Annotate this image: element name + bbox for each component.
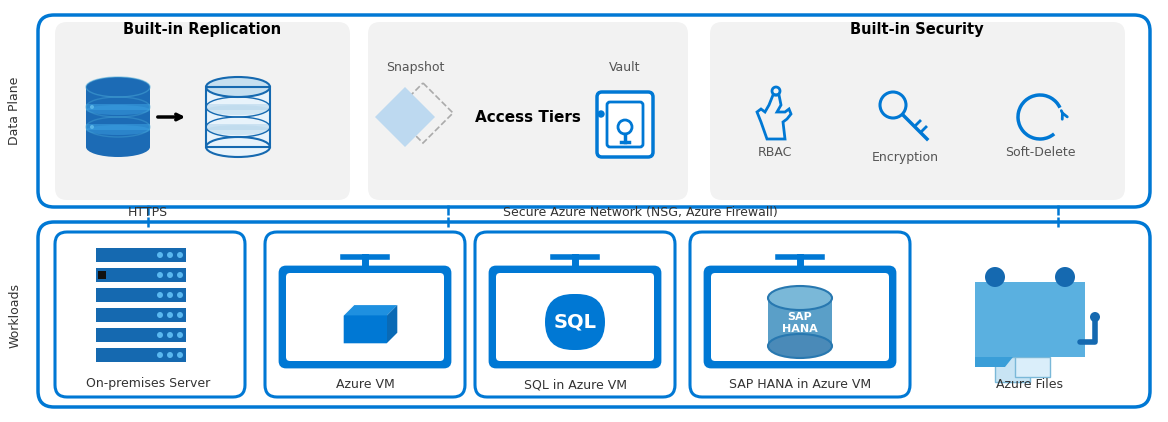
Circle shape xyxy=(157,272,164,278)
Text: Workloads: Workloads xyxy=(8,282,21,347)
Polygon shape xyxy=(1015,357,1050,377)
Bar xyxy=(96,248,186,262)
Polygon shape xyxy=(975,282,1085,357)
Text: RBAC: RBAC xyxy=(758,146,792,159)
Bar xyxy=(206,124,270,130)
Circle shape xyxy=(90,105,93,109)
Circle shape xyxy=(178,312,183,318)
FancyBboxPatch shape xyxy=(55,232,245,397)
Circle shape xyxy=(167,272,173,278)
Ellipse shape xyxy=(86,77,150,97)
Text: SQL in Azure VM: SQL in Azure VM xyxy=(523,379,626,392)
Polygon shape xyxy=(343,315,387,344)
Polygon shape xyxy=(375,87,434,147)
Circle shape xyxy=(598,111,604,117)
Ellipse shape xyxy=(86,125,150,135)
Text: HTTPS: HTTPS xyxy=(128,206,168,219)
Ellipse shape xyxy=(206,125,270,135)
FancyBboxPatch shape xyxy=(705,267,895,367)
Ellipse shape xyxy=(769,334,832,358)
Circle shape xyxy=(167,252,173,258)
FancyBboxPatch shape xyxy=(39,222,1150,407)
Text: HANA: HANA xyxy=(783,324,818,334)
Text: Encryption: Encryption xyxy=(871,151,939,163)
Circle shape xyxy=(1055,267,1075,287)
FancyBboxPatch shape xyxy=(491,267,660,367)
FancyBboxPatch shape xyxy=(286,273,444,361)
Text: Azure VM: Azure VM xyxy=(335,379,395,392)
Polygon shape xyxy=(995,357,1030,382)
Bar xyxy=(86,104,150,110)
Circle shape xyxy=(157,352,164,358)
Circle shape xyxy=(985,267,1004,287)
Text: SQL: SQL xyxy=(554,313,597,332)
FancyBboxPatch shape xyxy=(710,22,1125,200)
Text: Secure Azure Network (NSG, Azure Firewall): Secure Azure Network (NSG, Azure Firewal… xyxy=(502,206,778,219)
Text: Azure Files: Azure Files xyxy=(996,378,1064,390)
Text: Built-in Replication: Built-in Replication xyxy=(123,22,281,36)
Circle shape xyxy=(157,312,164,318)
Bar xyxy=(206,104,270,110)
Bar xyxy=(96,308,186,322)
Ellipse shape xyxy=(86,105,150,115)
FancyBboxPatch shape xyxy=(690,232,910,397)
Circle shape xyxy=(178,332,183,338)
FancyBboxPatch shape xyxy=(545,294,605,350)
Polygon shape xyxy=(343,304,398,315)
Text: Vault: Vault xyxy=(610,60,641,73)
Circle shape xyxy=(157,332,164,338)
FancyBboxPatch shape xyxy=(711,273,889,361)
Circle shape xyxy=(167,352,173,358)
FancyBboxPatch shape xyxy=(368,22,688,200)
Bar xyxy=(96,348,186,362)
Circle shape xyxy=(167,332,173,338)
Text: Soft-Delete: Soft-Delete xyxy=(1004,146,1076,159)
Text: On-premises Server: On-premises Server xyxy=(86,378,210,390)
Text: Access Tiers: Access Tiers xyxy=(475,109,580,124)
Bar xyxy=(96,328,186,342)
Circle shape xyxy=(90,125,93,129)
Bar xyxy=(98,271,106,279)
FancyBboxPatch shape xyxy=(597,92,653,157)
Text: Snapshot: Snapshot xyxy=(385,60,444,73)
Bar xyxy=(206,87,270,147)
Text: Data Plane: Data Plane xyxy=(8,77,21,145)
Circle shape xyxy=(178,292,183,298)
FancyBboxPatch shape xyxy=(39,15,1150,207)
Ellipse shape xyxy=(206,77,270,97)
Circle shape xyxy=(178,352,183,358)
Ellipse shape xyxy=(769,286,832,310)
Circle shape xyxy=(167,292,173,298)
Circle shape xyxy=(178,252,183,258)
Text: SAP HANA in Azure VM: SAP HANA in Azure VM xyxy=(729,379,871,392)
FancyBboxPatch shape xyxy=(280,267,450,367)
Circle shape xyxy=(167,312,173,318)
Circle shape xyxy=(157,292,164,298)
FancyBboxPatch shape xyxy=(55,22,350,200)
Circle shape xyxy=(157,252,164,258)
Polygon shape xyxy=(975,282,1085,367)
Polygon shape xyxy=(387,304,398,344)
Ellipse shape xyxy=(206,137,270,157)
Bar xyxy=(86,124,150,130)
Circle shape xyxy=(1090,312,1100,322)
FancyBboxPatch shape xyxy=(925,232,1135,397)
Ellipse shape xyxy=(206,105,270,115)
Bar xyxy=(769,298,832,346)
Text: SAP: SAP xyxy=(787,312,813,322)
Bar xyxy=(206,87,270,147)
FancyBboxPatch shape xyxy=(475,232,675,397)
FancyBboxPatch shape xyxy=(496,273,654,361)
FancyBboxPatch shape xyxy=(265,232,465,397)
Bar xyxy=(86,87,150,147)
Text: Built-in Security: Built-in Security xyxy=(850,22,983,36)
Ellipse shape xyxy=(86,137,150,157)
Bar xyxy=(96,268,186,282)
Circle shape xyxy=(178,272,183,278)
Bar xyxy=(96,288,186,302)
